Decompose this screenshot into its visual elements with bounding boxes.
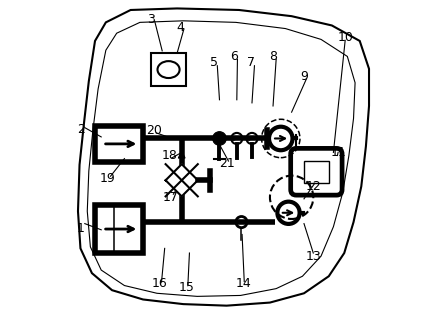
Text: 21: 21 — [219, 157, 235, 170]
Text: 7: 7 — [247, 56, 255, 69]
Text: 14: 14 — [236, 277, 252, 290]
Bar — [304, 161, 329, 183]
Text: 12: 12 — [305, 180, 321, 193]
Circle shape — [213, 132, 226, 145]
Text: 3: 3 — [147, 13, 155, 26]
Text: 6: 6 — [230, 50, 238, 63]
Polygon shape — [165, 164, 198, 196]
Text: 18: 18 — [161, 149, 177, 162]
Text: 16: 16 — [152, 277, 168, 290]
Bar — [95, 126, 143, 162]
Text: 17: 17 — [163, 191, 179, 204]
Text: 15: 15 — [178, 281, 194, 294]
Text: 8: 8 — [269, 50, 277, 63]
Text: 10: 10 — [338, 31, 354, 44]
Bar — [151, 53, 186, 86]
Text: 4: 4 — [176, 21, 184, 34]
Text: 1: 1 — [77, 222, 85, 235]
Text: 13: 13 — [305, 250, 321, 262]
Text: 2: 2 — [77, 123, 85, 136]
Text: 19: 19 — [100, 172, 115, 185]
Text: 11: 11 — [330, 146, 346, 159]
Text: 20: 20 — [146, 124, 162, 137]
Text: 9: 9 — [300, 70, 308, 83]
Text: 5: 5 — [210, 56, 218, 69]
Bar — [95, 205, 143, 253]
